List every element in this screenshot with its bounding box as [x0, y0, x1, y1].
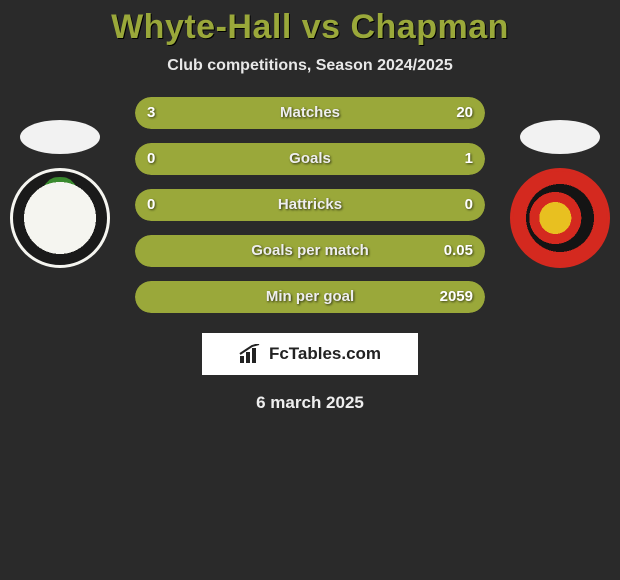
stat-row: Hattricks0 0 [135, 189, 485, 221]
brand-text: FcTables.com [269, 344, 381, 364]
stat-row: Matches3 20 [135, 97, 485, 129]
subtitle: Club competitions, Season 2024/2025 [0, 57, 620, 75]
stat-value-left: 0 [135, 189, 167, 221]
player-left-silhouette [20, 120, 100, 154]
stat-value-left: 3 [135, 97, 167, 129]
stat-value-right: 0.05 [432, 235, 485, 267]
stat-row: Min per goal2059 [135, 281, 485, 313]
stat-value-right: 1 [453, 143, 485, 175]
club-crest-right [510, 168, 610, 268]
stat-label: Matches [135, 97, 485, 129]
stat-value-left: 0 [135, 143, 167, 175]
stat-value-right: 0 [453, 189, 485, 221]
brand-badge: FcTables.com [202, 333, 418, 375]
stat-value-right: 2059 [428, 281, 485, 313]
stat-row: Goals0 1 [135, 143, 485, 175]
stat-row: Goals per match0.05 [135, 235, 485, 267]
brand-icon [239, 344, 263, 364]
stat-label: Hattricks [135, 189, 485, 221]
club-crest-left [10, 168, 110, 268]
player-right-silhouette [520, 120, 600, 154]
stat-value-left [135, 281, 159, 313]
player-left-column [0, 120, 120, 268]
stat-label: Goals [135, 143, 485, 175]
stats-list: Matches320Goals01Hattricks00Goals per ma… [135, 91, 485, 313]
date-text: 6 march 2025 [0, 393, 620, 413]
stat-value-left [135, 235, 159, 267]
page-title: Whyte-Hall vs Chapman [0, 8, 620, 47]
player-right-column [500, 120, 620, 268]
stat-value-right: 20 [444, 97, 485, 129]
